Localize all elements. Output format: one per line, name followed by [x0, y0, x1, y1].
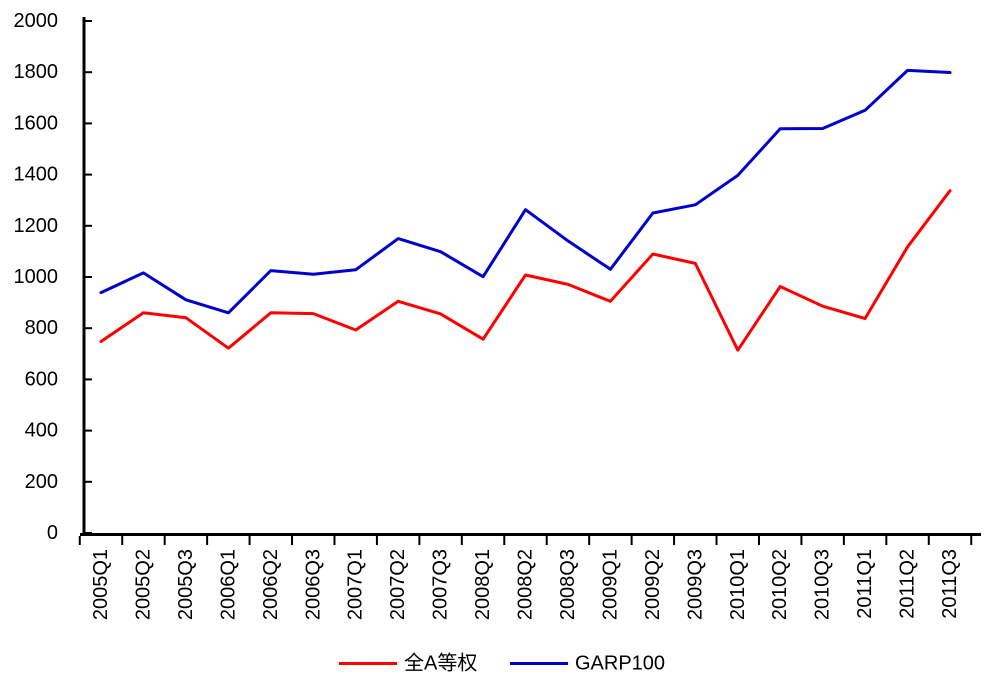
y-axis-label: 1600	[14, 112, 59, 134]
y-axis-label: 0	[47, 522, 58, 544]
series-line-GARP100	[99, 68, 952, 315]
x-axis-label-2005Q3: 2005Q3	[175, 549, 197, 620]
series-lines	[99, 68, 952, 352]
x-axis-label-2006Q2: 2006Q2	[260, 549, 282, 620]
legend-label-garp100: GARP100	[575, 653, 665, 675]
legend: 全A等权 GARP100	[339, 652, 665, 675]
x-axis-label-2005Q2: 2005Q2	[132, 549, 154, 620]
x-axis-label-2010Q3: 2010Q3	[812, 549, 834, 620]
legend-label-quan-a-deng-quan: 全A等权	[404, 652, 477, 675]
x-axis-label-2009Q3: 2009Q3	[684, 549, 706, 620]
x-axis-label-2008Q3: 2008Q3	[557, 549, 579, 620]
x-axis-label-2009Q1: 2009Q1	[599, 549, 621, 620]
x-axis-label-2011Q1: 2011Q1	[854, 549, 876, 619]
x-axis-label-2011Q3: 2011Q3	[939, 549, 961, 619]
y-axis-label: 800	[25, 317, 58, 339]
y-axis-label: 1000	[14, 266, 59, 288]
y-axis-label: 200	[25, 471, 58, 493]
y-axis-label: 1400	[14, 164, 59, 186]
x-axis-label-2007Q3: 2007Q3	[430, 549, 452, 620]
axes: 0 200 400 600 800 1000 1200 1400 1600 1800 2000 200…	[14, 10, 981, 620]
x-axis-label-2006Q1: 2006Q1	[217, 549, 239, 620]
y-axis-label: 1800	[14, 61, 59, 83]
x-axis-label-2005Q1: 2005Q1	[90, 549, 112, 620]
x-axis-label-2006Q3: 2006Q3	[302, 549, 324, 620]
x-axis-label-2007Q1: 2007Q1	[345, 549, 367, 620]
series-line-全A等权	[99, 189, 952, 352]
y-axis-label: 600	[25, 368, 58, 390]
x-axis-label-2010Q2: 2010Q2	[769, 549, 791, 620]
x-axis-label-2011Q2: 2011Q2	[897, 549, 919, 619]
x-axis-label-2007Q2: 2007Q2	[387, 549, 409, 620]
y-axis-label: 2000	[14, 10, 59, 32]
x-axis-label-2008Q2: 2008Q2	[515, 549, 537, 620]
y-axis-label: 1200	[14, 215, 59, 237]
y-axis-label: 400	[25, 420, 58, 442]
x-axis-label-2008Q1: 2008Q1	[472, 549, 494, 620]
x-axis-label-2010Q1: 2010Q1	[727, 549, 749, 620]
x-axis-label-2009Q2: 2009Q2	[642, 549, 664, 620]
